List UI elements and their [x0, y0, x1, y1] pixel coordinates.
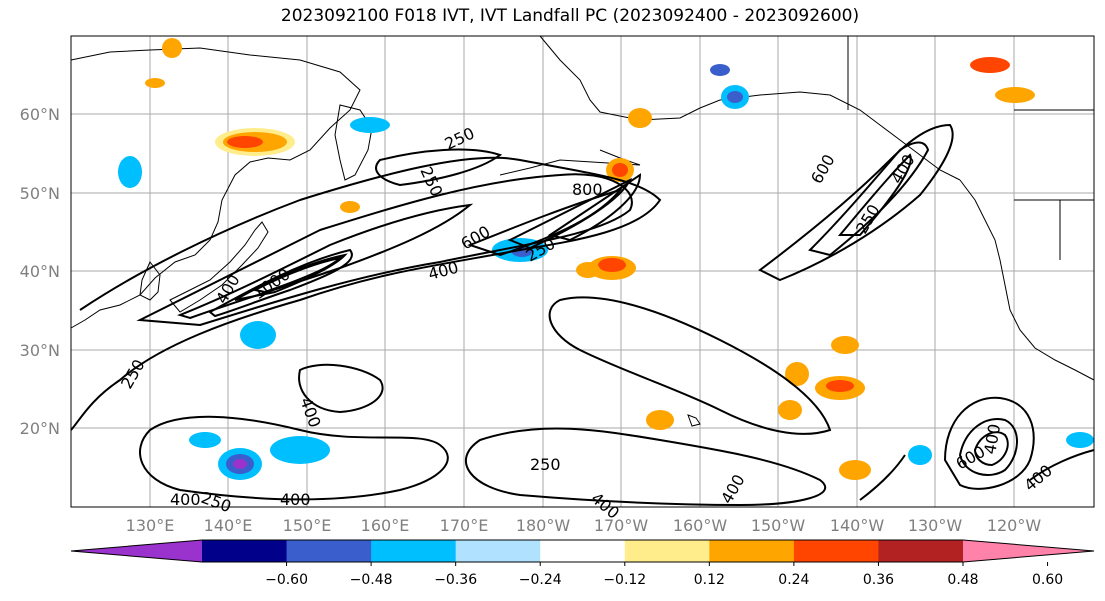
colorbar-tick-label: 0.36: [863, 572, 894, 588]
colorbar-tick-label: 0.48: [947, 572, 978, 588]
colorbar-tick-label: −0.60: [265, 572, 308, 588]
colorbar-tick-label: −0.24: [519, 572, 562, 588]
lat-label: 60°N: [20, 105, 60, 124]
colorbar-segment: [540, 540, 626, 562]
colorbar-segment: [793, 540, 879, 562]
ivt-contours: [70, 123, 1095, 507]
lon-label: 160°E: [361, 516, 410, 535]
lon-label: 140°W: [830, 516, 885, 535]
colorbar-segment: [624, 540, 710, 562]
lat-label: 20°N: [20, 419, 60, 438]
colorbar-segment: [709, 540, 795, 562]
lat-label: 50°N: [20, 184, 60, 203]
colorbar-extend-low: [71, 540, 202, 562]
lat-label: 30°N: [20, 341, 60, 360]
lat-label: 40°N: [20, 262, 60, 281]
colorbar-segment: [286, 540, 372, 562]
colorbar-ticks: −0.60 −0.48 −0.36 −0.24 −0.12 0.12 0.24 0.36 0.4…: [265, 562, 1063, 588]
map-frame: [70, 35, 1095, 508]
colorbar-tick-label: −0.48: [350, 572, 393, 588]
colorbar-segment: [202, 540, 288, 562]
lon-label: 170°E: [440, 516, 489, 535]
graticule: [71, 36, 1094, 507]
lon-label: 130°W: [908, 516, 963, 535]
colorbar: [70, 539, 1095, 563]
colorbar-segment: [371, 540, 457, 562]
colorbar-tick-label: −0.12: [603, 572, 646, 588]
lon-label: 140°E: [204, 516, 253, 535]
colorbar-tick-label: 0.24: [778, 572, 809, 588]
lon-label: 120°W: [987, 516, 1042, 535]
colorbar-tick-label: 0.12: [694, 572, 725, 588]
colorbar-tick-label: 0.60: [1032, 572, 1063, 588]
lon-label: 170°W: [594, 516, 649, 535]
pc-shading: [118, 38, 1094, 480]
colorbar-segment: [878, 540, 964, 562]
longitude-labels: 130°E 140°E 150°E 160°E 170°E 180°W 170°…: [126, 516, 1042, 535]
colorbar-outline: [70, 539, 1095, 563]
colorbar-tick-label: −0.36: [434, 572, 477, 588]
latitude-labels: 60°N 50°N 40°N 30°N 20°N: [20, 105, 60, 438]
lon-label: 180°W: [516, 516, 571, 535]
lon-label: 130°E: [126, 516, 175, 535]
colorbar-segment: [455, 540, 541, 562]
map-title: 2023092100 F018 IVT, IVT Landfall PC (20…: [280, 6, 860, 26]
contour-label: 250: [530, 455, 561, 474]
lon-label: 150°W: [751, 516, 806, 535]
contour-label: 400: [170, 490, 201, 509]
lon-label: 160°W: [673, 516, 728, 535]
contour-label: 800: [572, 180, 603, 199]
lon-label: 150°E: [283, 516, 332, 535]
contour-label: 400: [280, 490, 311, 509]
colorbar-extend-high: [963, 540, 1094, 562]
